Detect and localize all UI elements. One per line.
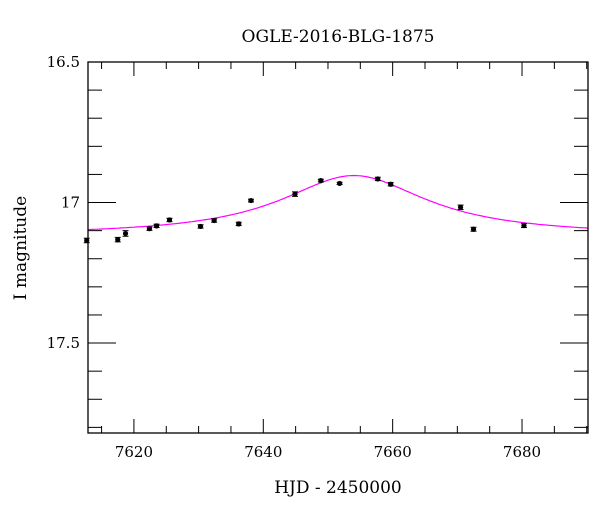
point-marker: [146, 226, 153, 232]
point-marker: [197, 223, 204, 230]
point-marker: [236, 221, 242, 227]
data-point: [291, 191, 298, 197]
point-marker: [248, 197, 254, 204]
point-marker: [375, 176, 381, 182]
data-point: [457, 204, 464, 211]
y-tick-label: 16.5: [47, 53, 80, 71]
point-marker: [166, 217, 173, 223]
x-tick-label: 7680: [503, 443, 541, 461]
model-curve: [87, 174, 589, 231]
data-point: [374, 176, 381, 182]
data-point: [166, 217, 173, 223]
data-point: [197, 223, 204, 230]
data-point: [470, 226, 477, 232]
point-marker: [337, 180, 343, 187]
x-axis-label: HJD - 2450000: [274, 478, 402, 498]
data-point: [146, 226, 153, 232]
data-point: [336, 180, 343, 187]
data-point: [235, 221, 242, 227]
point-marker: [318, 178, 324, 184]
point-marker: [115, 237, 121, 243]
data-point: [122, 230, 129, 237]
data-point: [248, 197, 255, 204]
data-point: [520, 222, 527, 229]
y-axis-label: I magnitude: [11, 196, 31, 300]
x-tick-label: 7620: [115, 443, 153, 461]
data-point: [387, 181, 394, 187]
point-marker: [211, 217, 217, 224]
data-point: [83, 237, 90, 244]
data-point: [114, 236, 121, 243]
point-marker: [122, 230, 129, 237]
x-tick-label: 7640: [244, 443, 282, 461]
point-marker: [457, 204, 464, 210]
data-point: [211, 217, 218, 224]
y-tick-label: 17.5: [47, 334, 80, 352]
y-tick-label: 17: [61, 194, 80, 212]
data-point: [153, 223, 160, 229]
point-marker: [470, 226, 477, 232]
chart-title: OGLE-2016-BLG-1875: [242, 27, 435, 47]
x-tick-label: 7660: [374, 443, 412, 461]
point-marker: [292, 191, 298, 197]
point-marker: [153, 223, 160, 229]
data-point: [317, 178, 324, 184]
plot-frame: [87, 61, 589, 434]
point-marker: [521, 222, 527, 229]
point-marker: [388, 181, 394, 187]
